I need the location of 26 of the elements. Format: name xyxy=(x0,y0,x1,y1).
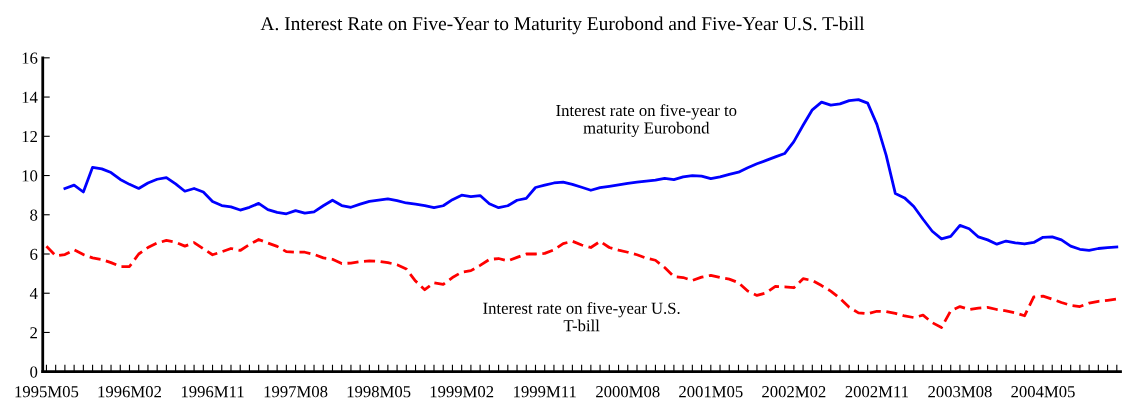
x-tick-label: 2002M02 xyxy=(762,386,826,398)
y-tick-label: 6 xyxy=(30,248,38,260)
x-tick-label: 1996M11 xyxy=(181,386,244,398)
x-tick-label: 1999M02 xyxy=(430,386,494,398)
x-tick-label: 2002M11 xyxy=(845,386,908,398)
y-tick-label: 14 xyxy=(22,91,38,103)
x-tick-label: 2004M05 xyxy=(1011,386,1075,398)
line-series xyxy=(63,98,1119,252)
series-label: Interest rate on five-year to maturity Eurobond xyxy=(556,104,737,137)
y-tick-label: 2 xyxy=(30,327,37,339)
x-tick-label: 1997M08 xyxy=(264,386,328,398)
y-tick-label: 4 xyxy=(29,288,38,300)
x-tick-label: 2001M05 xyxy=(679,386,743,398)
series-label: Interest rate on five-year U.S. T-bill xyxy=(483,301,680,332)
chart-title: A. Interest Rate on Five-Year to Maturity Eurobond and Five-Year U.S. T-bill xyxy=(260,16,865,35)
x-tick-label: 2000M08 xyxy=(596,386,660,398)
x-tick-label: 1995M05 xyxy=(15,386,79,398)
y-tick-label: 8 xyxy=(30,209,38,221)
y-tick-label: 10 xyxy=(22,170,38,182)
x-tick-label: 1999M11 xyxy=(514,386,576,398)
y-tick-label: 16 xyxy=(22,52,38,64)
x-tick-label: 1996M02 xyxy=(98,386,161,398)
x-tick-label: 2003M08 xyxy=(928,386,992,398)
x-tick-label: 1998M05 xyxy=(347,386,411,398)
y-tick-label: 12 xyxy=(22,131,37,143)
y-tick-label: 0 xyxy=(30,366,38,378)
